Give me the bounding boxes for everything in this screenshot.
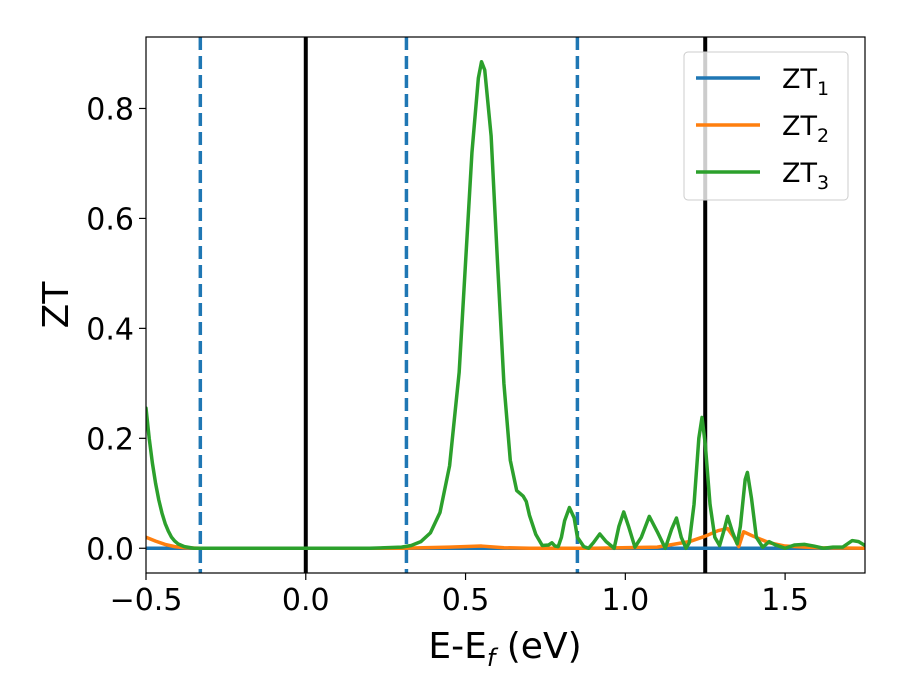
x-tick-label-2: 0.0 [282, 583, 330, 618]
legend-label-3: ZT3 [782, 158, 829, 194]
x-tick-label-4: 1.0 [601, 583, 649, 618]
legend-box [683, 51, 849, 201]
legend-label-2: ZT2 [782, 111, 829, 147]
y-tick-label-4: 0.6 [86, 202, 134, 237]
y-tick-label-5: 0.8 [86, 92, 134, 127]
plot-frame [145, 36, 866, 574]
y-tick-label-3: 0.4 [86, 312, 134, 347]
x-axis-label: E-Ef (eV) [428, 626, 581, 672]
y-tick-label-2: 0.2 [86, 422, 134, 457]
x-tick-label-5: 1.5 [761, 583, 809, 618]
x-tick-label-1: −0.5 [110, 583, 183, 618]
legend: ZT1 ZT2 ZT3 [683, 51, 849, 201]
y-axis-label: ZT [36, 281, 77, 329]
legend-label-1: ZT1 [782, 64, 829, 100]
series-line-3 [146, 59, 865, 551]
y-tick-label-1: 0.0 [86, 532, 134, 567]
x-tick-label-3: 0.5 [442, 583, 490, 618]
